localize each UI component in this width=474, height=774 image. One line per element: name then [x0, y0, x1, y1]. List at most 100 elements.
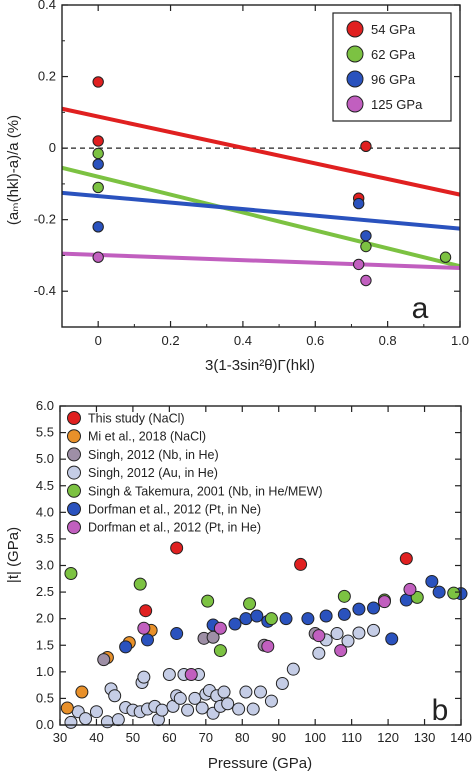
chart-panel-b: 30 40 50 60 70 80 90 100 110 120 130 140 0.0 0.5 1.0 1.…: [5, 398, 472, 772]
legend-label-b: Singh, 2012 (Nb, in He): [88, 448, 219, 462]
legend-marker-b: [67, 465, 81, 480]
x-tick-label-b: 120: [377, 730, 399, 745]
data-point-54-gpa: [92, 135, 104, 147]
data-point-b-series-6: [213, 621, 227, 635]
data-point-b-series-3: [89, 705, 103, 719]
y-tick-label-b: 5.5: [36, 425, 54, 440]
data-point-62-gpa: [92, 181, 104, 194]
x-tick-label-b: 40: [89, 730, 103, 745]
x-tick-label-b: 80: [235, 730, 249, 745]
data-point-b-series-3: [79, 712, 93, 726]
x-tick-label-b: 50: [126, 730, 140, 745]
legend-label-b: This study (NaCl): [88, 412, 185, 426]
y-tick-label-b: 4.5: [36, 478, 54, 493]
data-point-b-series-0: [139, 604, 153, 618]
x-tick-label-b: 100: [304, 730, 326, 745]
data-point-125-gpa: [352, 258, 365, 271]
data-point-b-series-5: [140, 633, 154, 647]
fit-line-62-gpa: [61, 165, 461, 269]
x-tick-label-b: 70: [199, 730, 213, 745]
x-axis-label-a: 3(1-3sin²θ)Γ(hkl): [205, 357, 315, 374]
legend-label-b: Dorfman et al., 2012 (Pt, in Ne): [88, 503, 261, 517]
x-tick-label-b: 30: [53, 730, 67, 745]
legend-marker-b: [67, 411, 81, 425]
data-point-b-series-3: [195, 701, 209, 715]
data-point-96-gpa: [360, 230, 372, 242]
data-point-96-gpa: [352, 197, 365, 210]
data-point-b-series-5: [228, 617, 242, 631]
data-point-b-series-6: [377, 595, 391, 609]
panel-label-a: a: [412, 292, 429, 325]
data-point-b-series-3: [312, 646, 326, 660]
legend-marker-a: [346, 20, 364, 38]
data-point-b-series-5: [432, 585, 446, 599]
data-point-b-series-3: [108, 689, 122, 703]
fit-line-96-gpa: [61, 190, 461, 231]
y-tick-label-b: 2.5: [36, 584, 54, 599]
y-tick-label-b: 0.5: [36, 690, 54, 705]
x-tick-label-a: 0.6: [306, 333, 324, 348]
data-point-b-series-3: [341, 634, 355, 648]
legend-marker-b: [67, 483, 81, 498]
data-point-b-series-5: [119, 640, 133, 654]
data-point-b-series-6: [137, 621, 151, 635]
y-tick-label-b: 3.5: [36, 531, 54, 546]
x-tick-label-a: 0.2: [162, 333, 180, 348]
x-tick-label-a: 0: [95, 333, 102, 348]
data-point-b-series-4: [201, 594, 215, 608]
data-point-54-gpa: [92, 76, 104, 88]
legend-label-a: 96 GPa: [371, 72, 416, 87]
data-point-b-series-1: [75, 685, 89, 699]
legend-label-a: 62 GPa: [371, 47, 416, 62]
x-tick-label-b: 60: [162, 730, 176, 745]
data-point-b-series-5: [319, 609, 333, 623]
fit-line-125-gpa: [61, 251, 461, 270]
y-tick-label-b: 4.0: [36, 504, 54, 519]
data-point-b-series-3: [173, 691, 187, 705]
data-point-b-series-3: [188, 691, 202, 705]
data-point-b-series-0: [399, 552, 413, 566]
data-point-b-series-3: [64, 715, 78, 729]
x-tick-label-a: 0.4: [234, 333, 252, 348]
data-point-b-series-5: [367, 601, 381, 615]
data-point-b-series-3: [264, 694, 278, 708]
data-point-62-gpa: [92, 147, 104, 160]
data-point-b-series-3: [352, 626, 366, 640]
data-point-b-series-4: [264, 612, 278, 626]
x-tick-label-b: 140: [450, 730, 472, 745]
data-point-62-gpa: [439, 251, 452, 263]
data-point-b-series-5: [250, 609, 264, 623]
legend-marker-b: [67, 429, 81, 444]
plot-frame-a: [61, 4, 461, 328]
data-point-b-series-4: [133, 577, 147, 591]
data-point-b-series-6: [261, 639, 275, 653]
x-tick-label-b: 130: [414, 730, 436, 745]
data-point-b-series-6: [184, 667, 198, 681]
data-point-b-series-4: [213, 644, 227, 658]
data-point-b-series-6: [334, 644, 348, 658]
legend-label-b: Singh & Takemura, 2001 (Nb, in He/MEW): [88, 484, 323, 498]
data-point-b-series-5: [425, 574, 439, 588]
y-tick-label-a: -0.4: [34, 283, 56, 298]
y-tick-label-a: 0.2: [38, 69, 56, 84]
y-tick-label-b: 6.0: [36, 398, 54, 413]
legend-marker-a: [346, 95, 364, 113]
data-point-b-series-3: [111, 713, 125, 727]
data-point-b-series-6: [312, 629, 326, 643]
data-point-b-series-3: [239, 685, 253, 699]
data-point-96-gpa: [92, 158, 104, 170]
legend-marker-b: [67, 447, 81, 462]
x-tick-label-b: 90: [271, 730, 285, 745]
fit-line-54-gpa: [61, 106, 461, 197]
data-point-b-series-3: [221, 697, 235, 711]
panel-label-b: b: [432, 694, 449, 727]
x-tick-label-b: 110: [341, 730, 362, 745]
data-point-b-series-1: [60, 701, 74, 715]
data-point-96-gpa: [92, 221, 104, 233]
data-point-b-series-2: [97, 653, 111, 667]
data-point-b-series-3: [181, 703, 195, 717]
data-point-b-series-0: [170, 541, 184, 555]
legend-marker-b: [67, 520, 81, 535]
y-tick-label-b: 2.0: [36, 611, 54, 626]
